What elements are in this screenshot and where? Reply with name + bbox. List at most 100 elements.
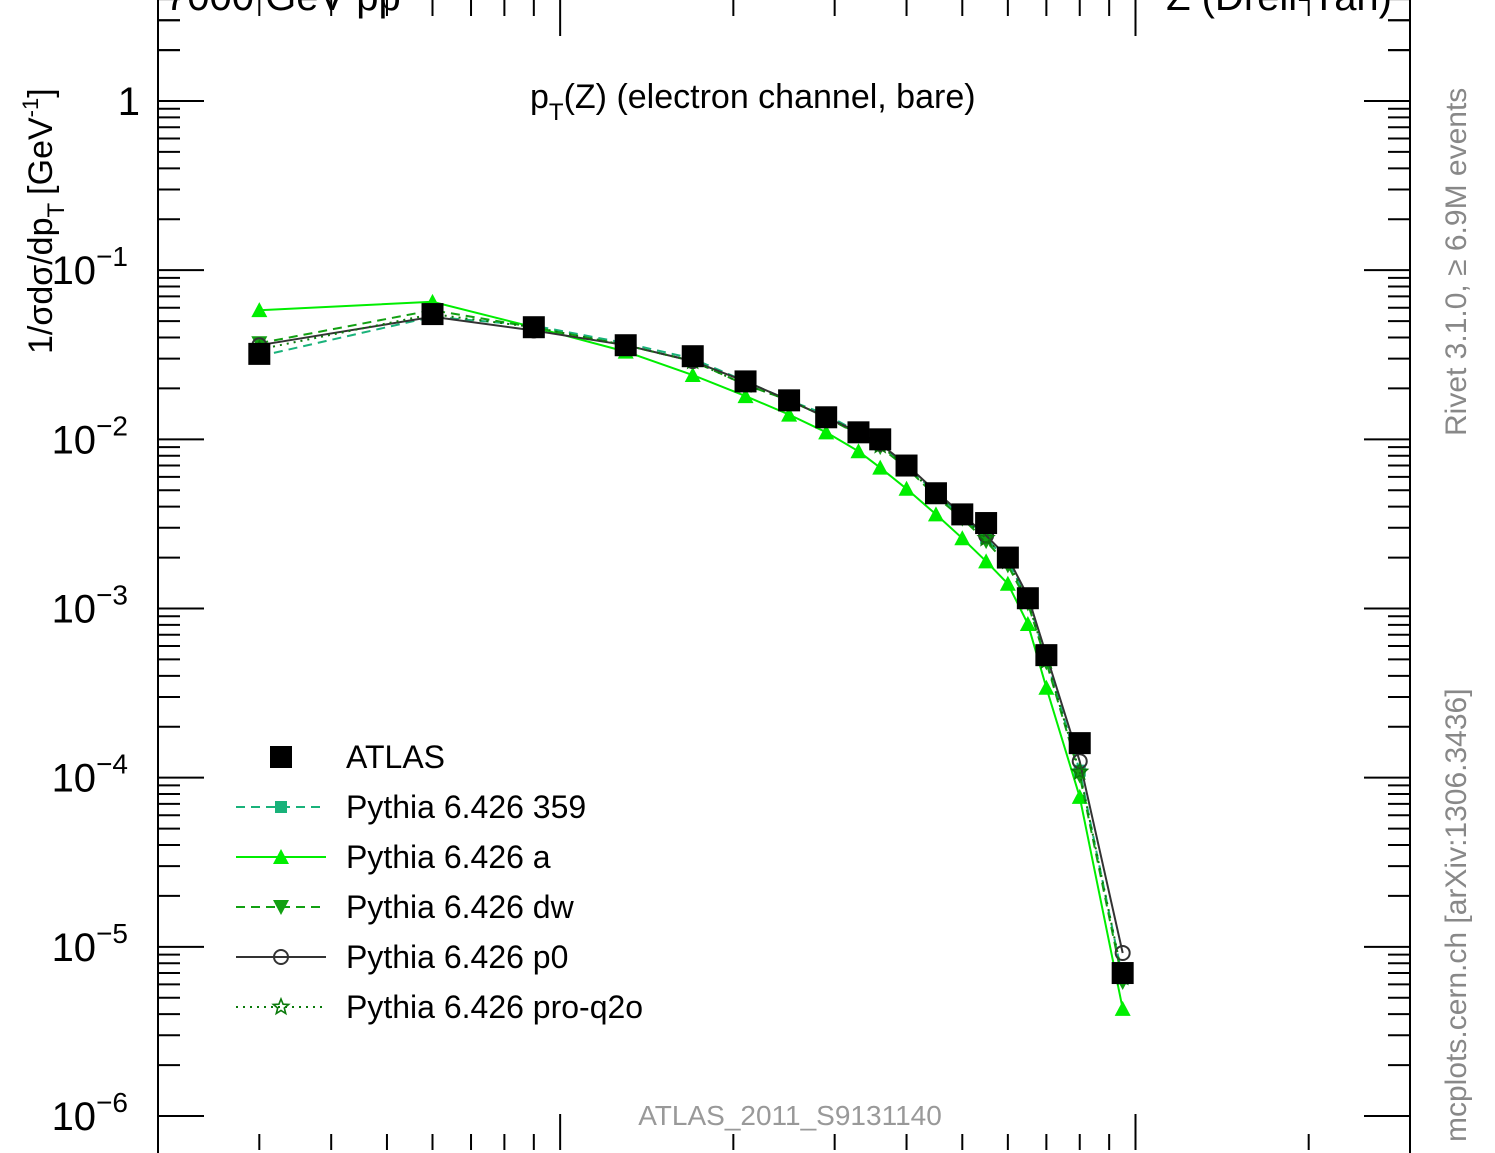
series-line bbox=[259, 315, 1124, 979]
legend-item: Pythia 6.426 p0 bbox=[236, 939, 568, 975]
legend-item: Pythia 6.426 pro-q2o bbox=[236, 989, 643, 1025]
series-layer bbox=[248, 293, 1134, 1016]
plot-title: pT(Z) (electron channel, bare) bbox=[530, 78, 976, 126]
data-point bbox=[1035, 644, 1058, 667]
y-tick-exp: −3 bbox=[96, 580, 128, 611]
series-pythia-6-426-dw bbox=[251, 303, 1131, 990]
y-tick-base: 1 bbox=[118, 80, 140, 124]
data-point bbox=[681, 345, 704, 368]
data-point bbox=[421, 303, 444, 326]
y-tick-exp: −4 bbox=[96, 749, 128, 780]
series-line bbox=[259, 313, 1124, 978]
legend-label: Pythia 6.426 359 bbox=[346, 789, 586, 825]
legend-marker bbox=[273, 900, 289, 915]
data-point bbox=[684, 367, 701, 383]
series-line bbox=[259, 309, 1124, 983]
legend-label: Pythia 6.426 a bbox=[346, 839, 551, 875]
data-point bbox=[954, 530, 971, 546]
y-tick-base: 10 bbox=[52, 249, 97, 293]
data-point bbox=[1068, 732, 1091, 755]
data-point bbox=[1070, 761, 1090, 781]
y-axis-title-unit-sup: -1 bbox=[18, 98, 43, 118]
y-tick-label: 10−2 bbox=[52, 410, 128, 462]
data-point bbox=[872, 459, 889, 475]
data-point bbox=[924, 482, 947, 505]
y-axis-title: 1/σdσ/dpT [GeV-1] bbox=[18, 88, 70, 354]
data-point bbox=[1111, 962, 1134, 985]
y-tick-exp: −2 bbox=[96, 410, 128, 441]
y-axis: 110−110−210−310−410−510−6 bbox=[52, 0, 1410, 1139]
y-tick-label: 1 bbox=[118, 80, 140, 124]
data-point bbox=[1114, 944, 1131, 961]
legend-marker bbox=[271, 996, 291, 1016]
y-tick-base: 10 bbox=[52, 418, 97, 462]
y-tick-base: 10 bbox=[52, 1095, 97, 1139]
y-tick-label: 10−3 bbox=[52, 580, 128, 632]
data-point bbox=[895, 454, 918, 477]
data-point bbox=[951, 503, 974, 526]
data-point bbox=[522, 316, 545, 339]
plot-title-rest: (Z) (electron channel, bare) bbox=[564, 78, 976, 116]
legend-marker bbox=[273, 849, 289, 864]
y-tick-exp: −1 bbox=[96, 241, 128, 272]
header-right-title: Z (Drell-Yan) bbox=[1166, 0, 1392, 19]
series-pythia-6-426-359 bbox=[253, 310, 1129, 985]
data-point bbox=[1016, 587, 1039, 610]
data-point bbox=[869, 428, 892, 451]
plot-title-main: p bbox=[530, 78, 549, 116]
y-tick-base: 10 bbox=[52, 757, 97, 801]
y-axis-title-main: 1/σdσ/dp bbox=[22, 218, 60, 355]
x-axis bbox=[157, 0, 1411, 1150]
data-point bbox=[734, 370, 757, 393]
header-left-title: 7000 GeV pp bbox=[165, 0, 401, 19]
legend-marker bbox=[270, 746, 292, 768]
data-point bbox=[781, 406, 798, 422]
y-tick-exp: −5 bbox=[96, 918, 128, 949]
data-point bbox=[850, 443, 867, 459]
data-point bbox=[847, 421, 870, 444]
data-point bbox=[1038, 679, 1055, 695]
y-tick-label: 10−5 bbox=[52, 918, 128, 970]
data-point bbox=[818, 424, 835, 440]
legend-label: Pythia 6.426 dw bbox=[346, 889, 575, 925]
data-point bbox=[614, 334, 637, 357]
data-point bbox=[737, 388, 754, 404]
legend-label: ATLAS bbox=[346, 739, 445, 775]
legend-label: Pythia 6.426 pro-q2o bbox=[346, 989, 643, 1025]
data-point bbox=[1071, 788, 1088, 804]
y-tick-label: 10−6 bbox=[52, 1087, 128, 1139]
data-point bbox=[996, 546, 1019, 569]
y-tick-exp: −6 bbox=[96, 1087, 128, 1118]
plot-title-sub: T bbox=[549, 99, 564, 126]
data-point bbox=[1019, 615, 1036, 631]
plot-frame bbox=[157, 0, 1411, 1153]
side-label-lower: mcplots.cern.ch [arXiv:1306.3436] bbox=[1440, 688, 1473, 1142]
data-point bbox=[999, 575, 1016, 591]
y-axis-title-unit: [GeV bbox=[22, 117, 60, 195]
y-tick-label: 10−1 bbox=[52, 241, 128, 293]
y-tick-label: 10−4 bbox=[52, 749, 128, 801]
data-point bbox=[251, 302, 268, 318]
legend: ATLAS Pythia 6.426 359 Pythia 6.426 a Pythi… bbox=[236, 739, 643, 1025]
legend-item: Pythia 6.426 359 bbox=[236, 789, 586, 825]
y-tick-base: 10 bbox=[52, 926, 97, 970]
data-point bbox=[248, 342, 271, 365]
y-axis-title-sub: T bbox=[43, 203, 70, 218]
data-point bbox=[927, 506, 944, 522]
series-atlas bbox=[248, 303, 1134, 985]
series-pythia-6-426-pro-q2o bbox=[249, 303, 1133, 986]
legend-item: ATLAS bbox=[270, 739, 445, 775]
data-point bbox=[898, 480, 915, 496]
data-point bbox=[978, 553, 995, 569]
data-point bbox=[1071, 753, 1088, 770]
y-tick-base: 10 bbox=[52, 588, 97, 632]
data-point bbox=[815, 406, 838, 429]
y-axis-title-close: ] bbox=[22, 88, 60, 97]
data-point bbox=[975, 512, 998, 535]
legend-marker bbox=[273, 949, 289, 965]
data-point bbox=[976, 528, 996, 547]
legend-label: Pythia 6.426 p0 bbox=[346, 939, 568, 975]
data-point bbox=[778, 389, 801, 412]
legend-marker bbox=[275, 801, 287, 813]
